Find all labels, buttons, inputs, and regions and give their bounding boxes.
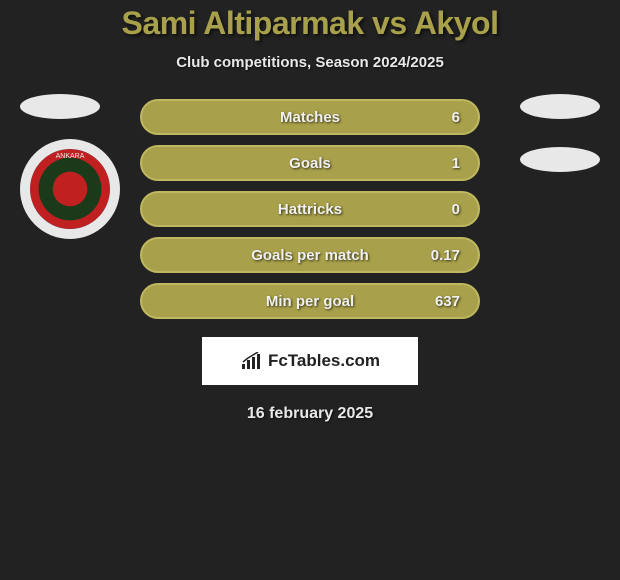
logo-text: FcTables.com bbox=[268, 351, 380, 371]
badge-inner: ANKARA bbox=[30, 149, 110, 229]
stat-value: 1 bbox=[452, 155, 460, 172]
stat-row-min-per-goal: Min per goal 637 bbox=[140, 283, 480, 319]
subtitle: Club competitions, Season 2024/2025 bbox=[0, 54, 620, 71]
stat-row-hattricks: Hattricks 0 bbox=[140, 191, 480, 227]
stat-row-matches: Matches 6 bbox=[140, 99, 480, 135]
main-area: ANKARA Matches 6 Goals 1 Hattricks 0 Goa… bbox=[0, 99, 620, 423]
stat-label: Matches bbox=[280, 109, 340, 126]
stat-label: Goals bbox=[289, 155, 331, 172]
stat-label: Min per goal bbox=[266, 293, 354, 310]
player-avatar-right bbox=[520, 94, 600, 119]
stat-value: 0 bbox=[452, 201, 460, 218]
player-avatar-left bbox=[20, 94, 100, 119]
date-text: 16 february 2025 bbox=[0, 405, 620, 423]
stat-row-goals-per-match: Goals per match 0.17 bbox=[140, 237, 480, 273]
stat-value: 6 bbox=[452, 109, 460, 126]
stat-label: Hattricks bbox=[278, 201, 342, 218]
club-badge-left: ANKARA bbox=[20, 139, 120, 239]
badge-text: ANKARA bbox=[56, 153, 85, 160]
stat-value: 0.17 bbox=[431, 247, 460, 264]
page-title: Sami Altiparmak vs Akyol bbox=[0, 5, 620, 42]
stat-value: 637 bbox=[435, 293, 460, 310]
chart-icon bbox=[240, 352, 262, 370]
stat-rows: Matches 6 Goals 1 Hattricks 0 Goals per … bbox=[140, 99, 480, 319]
fctables-logo: FcTables.com bbox=[202, 337, 418, 385]
club-avatar-right bbox=[520, 147, 600, 172]
stat-label: Goals per match bbox=[251, 247, 369, 264]
stat-row-goals: Goals 1 bbox=[140, 145, 480, 181]
